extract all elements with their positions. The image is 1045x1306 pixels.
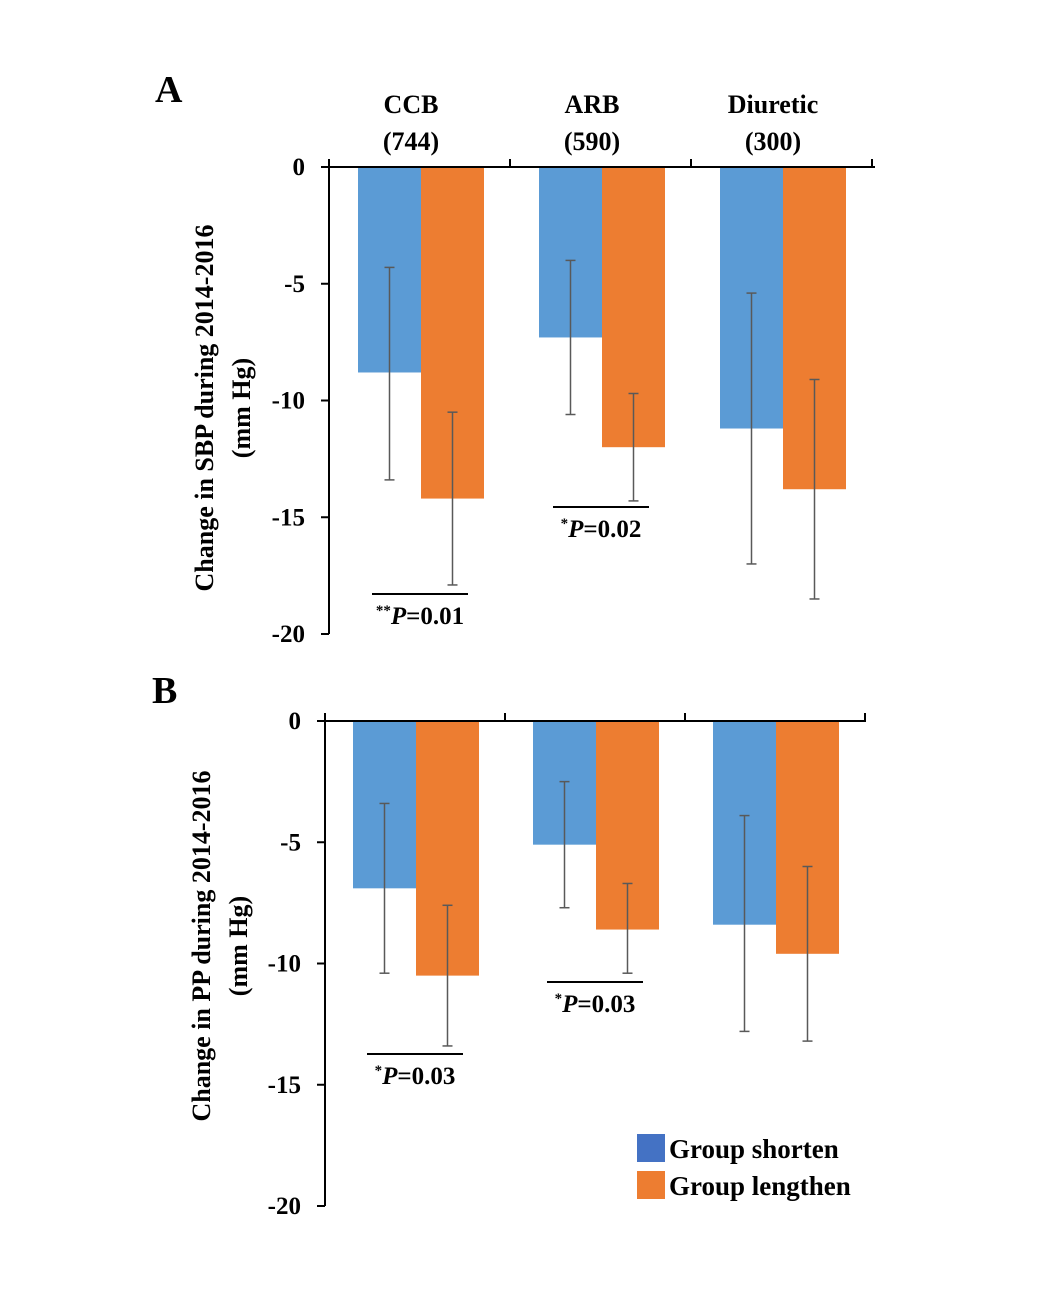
significance-stars: * [555, 991, 563, 1007]
legend-label: Group lengthen [669, 1171, 851, 1201]
significance-stars: * [375, 1063, 383, 1079]
legend: Group shorten Group lengthen [637, 1134, 851, 1201]
y-tick-label: -15 [268, 1072, 301, 1099]
significance-p: P [390, 603, 407, 630]
y-axis-unit: (mm Hg) [224, 896, 253, 996]
category-label: CCB [384, 90, 439, 119]
panel-b: B 0 -5 -10 -15 -20 Change in PP during 2014-20… [152, 670, 866, 1220]
category-label: Diuretic [728, 90, 819, 119]
significance-label: *P=0.02 [561, 516, 642, 543]
legend-label: Group shorten [669, 1134, 839, 1164]
significance-p: P [567, 516, 584, 543]
category-count: (744) [383, 127, 439, 156]
y-axis-label: Change in PP during 2014-2016 [187, 770, 216, 1121]
significance-value: =0.01 [406, 603, 464, 630]
significance-p: P [561, 991, 578, 1018]
significance-label: **P=0.01 [376, 603, 464, 630]
legend-swatch [637, 1171, 665, 1199]
y-tick-label: -15 [272, 504, 305, 531]
category-label: ARB [565, 90, 620, 119]
category-count: (590) [564, 127, 620, 156]
significance-value: =0.03 [397, 1063, 455, 1090]
y-tick-label: -20 [268, 1193, 301, 1220]
significance-value: =0.03 [577, 991, 635, 1018]
y-axis-label: Change in SBP during 2014-2016 [190, 225, 219, 592]
y-axis-unit: (mm Hg) [227, 358, 256, 458]
significance-p: P [381, 1063, 398, 1090]
y-tick-label: -5 [280, 829, 301, 856]
y-tick-label: -20 [272, 621, 305, 648]
y-tick-label: 0 [289, 708, 302, 735]
significance-stars: ** [376, 603, 391, 619]
panel-a: A 0 -5 -10 -15 -20 CCB (744) ARB (590) Diuretic (30… [155, 69, 875, 648]
y-tick-label: -5 [284, 271, 305, 298]
significance-stars: * [561, 516, 569, 532]
significance-value: =0.02 [583, 516, 641, 543]
y-tick-label: -10 [272, 388, 305, 415]
legend-swatch [637, 1134, 665, 1162]
significance-label: *P=0.03 [555, 991, 636, 1018]
category-count: (300) [745, 127, 801, 156]
significance-label: *P=0.03 [375, 1063, 456, 1090]
panel-letter: B [152, 670, 177, 712]
panel-letter: A [155, 69, 183, 111]
y-tick-label: -10 [268, 951, 301, 978]
y-tick-label: 0 [293, 154, 306, 181]
